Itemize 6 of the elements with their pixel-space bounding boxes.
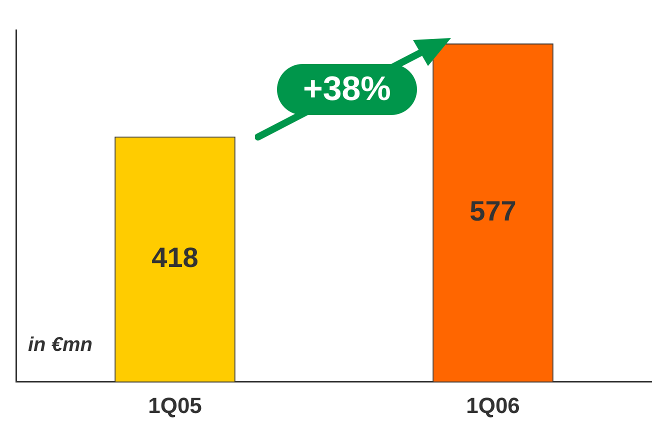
data-label: 577 xyxy=(470,195,516,226)
data-label: 418 xyxy=(152,242,198,273)
annotation: +38% xyxy=(277,64,417,115)
x-tick-label: 1Q05 xyxy=(148,392,202,418)
annotation: in €mn xyxy=(28,334,92,357)
x-tick-label: 1Q06 xyxy=(466,392,520,418)
